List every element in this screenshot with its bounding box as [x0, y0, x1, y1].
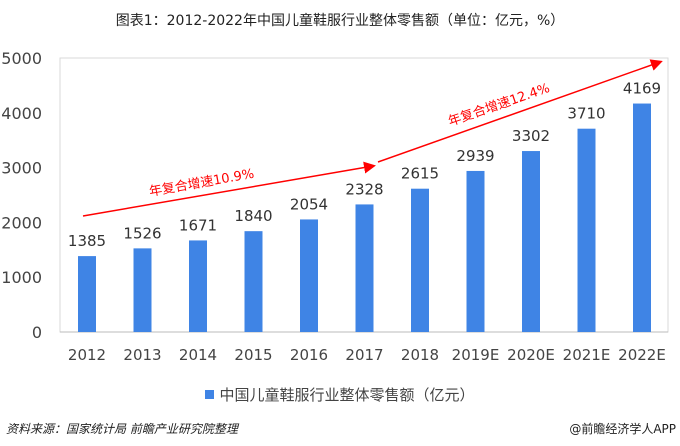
bar — [133, 248, 152, 332]
data-label: 2615 — [401, 165, 439, 183]
bar — [355, 204, 374, 332]
bar — [466, 170, 485, 332]
x-tick-label: 2015 — [234, 346, 272, 364]
data-label: 3710 — [567, 105, 605, 123]
data-label: 1385 — [68, 232, 106, 250]
legend-label: 中国儿童鞋服行业整体零售额（亿元） — [219, 386, 475, 404]
bar — [244, 231, 263, 332]
bar — [633, 103, 651, 332]
x-tick-label: 2022E — [618, 346, 666, 364]
legend-swatch — [205, 390, 215, 399]
y-tick-label: 2000 — [1, 213, 42, 232]
brand-label: @前瞻经济学人APP — [569, 422, 676, 436]
data-label: 3302 — [512, 127, 550, 145]
x-tick-label: 2020E — [507, 346, 555, 364]
data-label: 1526 — [123, 224, 161, 242]
bar — [300, 219, 318, 332]
bar — [78, 256, 96, 332]
data-label: 2328 — [345, 180, 383, 198]
chart-title: 图表1：2012-2022年中国儿童鞋服行业整体零售额（单位：亿元，%） — [115, 13, 565, 29]
bar — [522, 151, 540, 332]
data-label: 2054 — [290, 195, 328, 213]
y-tick-label: 4000 — [1, 104, 42, 123]
source-note: 资料来源：国家统计局 前瞻产业研究院整理 — [6, 422, 238, 436]
x-tick-label: 2012 — [68, 346, 106, 364]
data-label: 1671 — [179, 216, 217, 234]
bar — [577, 128, 596, 332]
x-tick-label: 2013 — [123, 346, 161, 364]
x-tick-label: 2021E — [563, 346, 611, 364]
data-label: 4169 — [623, 80, 661, 98]
y-tick-label: 0 — [32, 323, 42, 342]
y-tick-label: 5000 — [1, 49, 42, 68]
growth-arrow-2 — [377, 59, 663, 163]
x-tick-label: 2014 — [179, 346, 217, 364]
legend: 中国儿童鞋服行业整体零售额（亿元） — [0, 384, 680, 405]
growth-arrow-1 — [82, 161, 376, 217]
data-label: 2939 — [456, 147, 494, 165]
bar — [411, 188, 429, 332]
x-tick-label: 2016 — [290, 346, 328, 364]
y-tick-label: 1000 — [1, 268, 42, 287]
x-tick-label: 2019E — [452, 346, 500, 364]
y-tick-label: 3000 — [1, 159, 42, 178]
x-tick-label: 2017 — [345, 346, 383, 364]
bar — [189, 240, 207, 332]
x-tick-label: 2018 — [401, 346, 439, 364]
data-label: 1840 — [234, 207, 272, 225]
